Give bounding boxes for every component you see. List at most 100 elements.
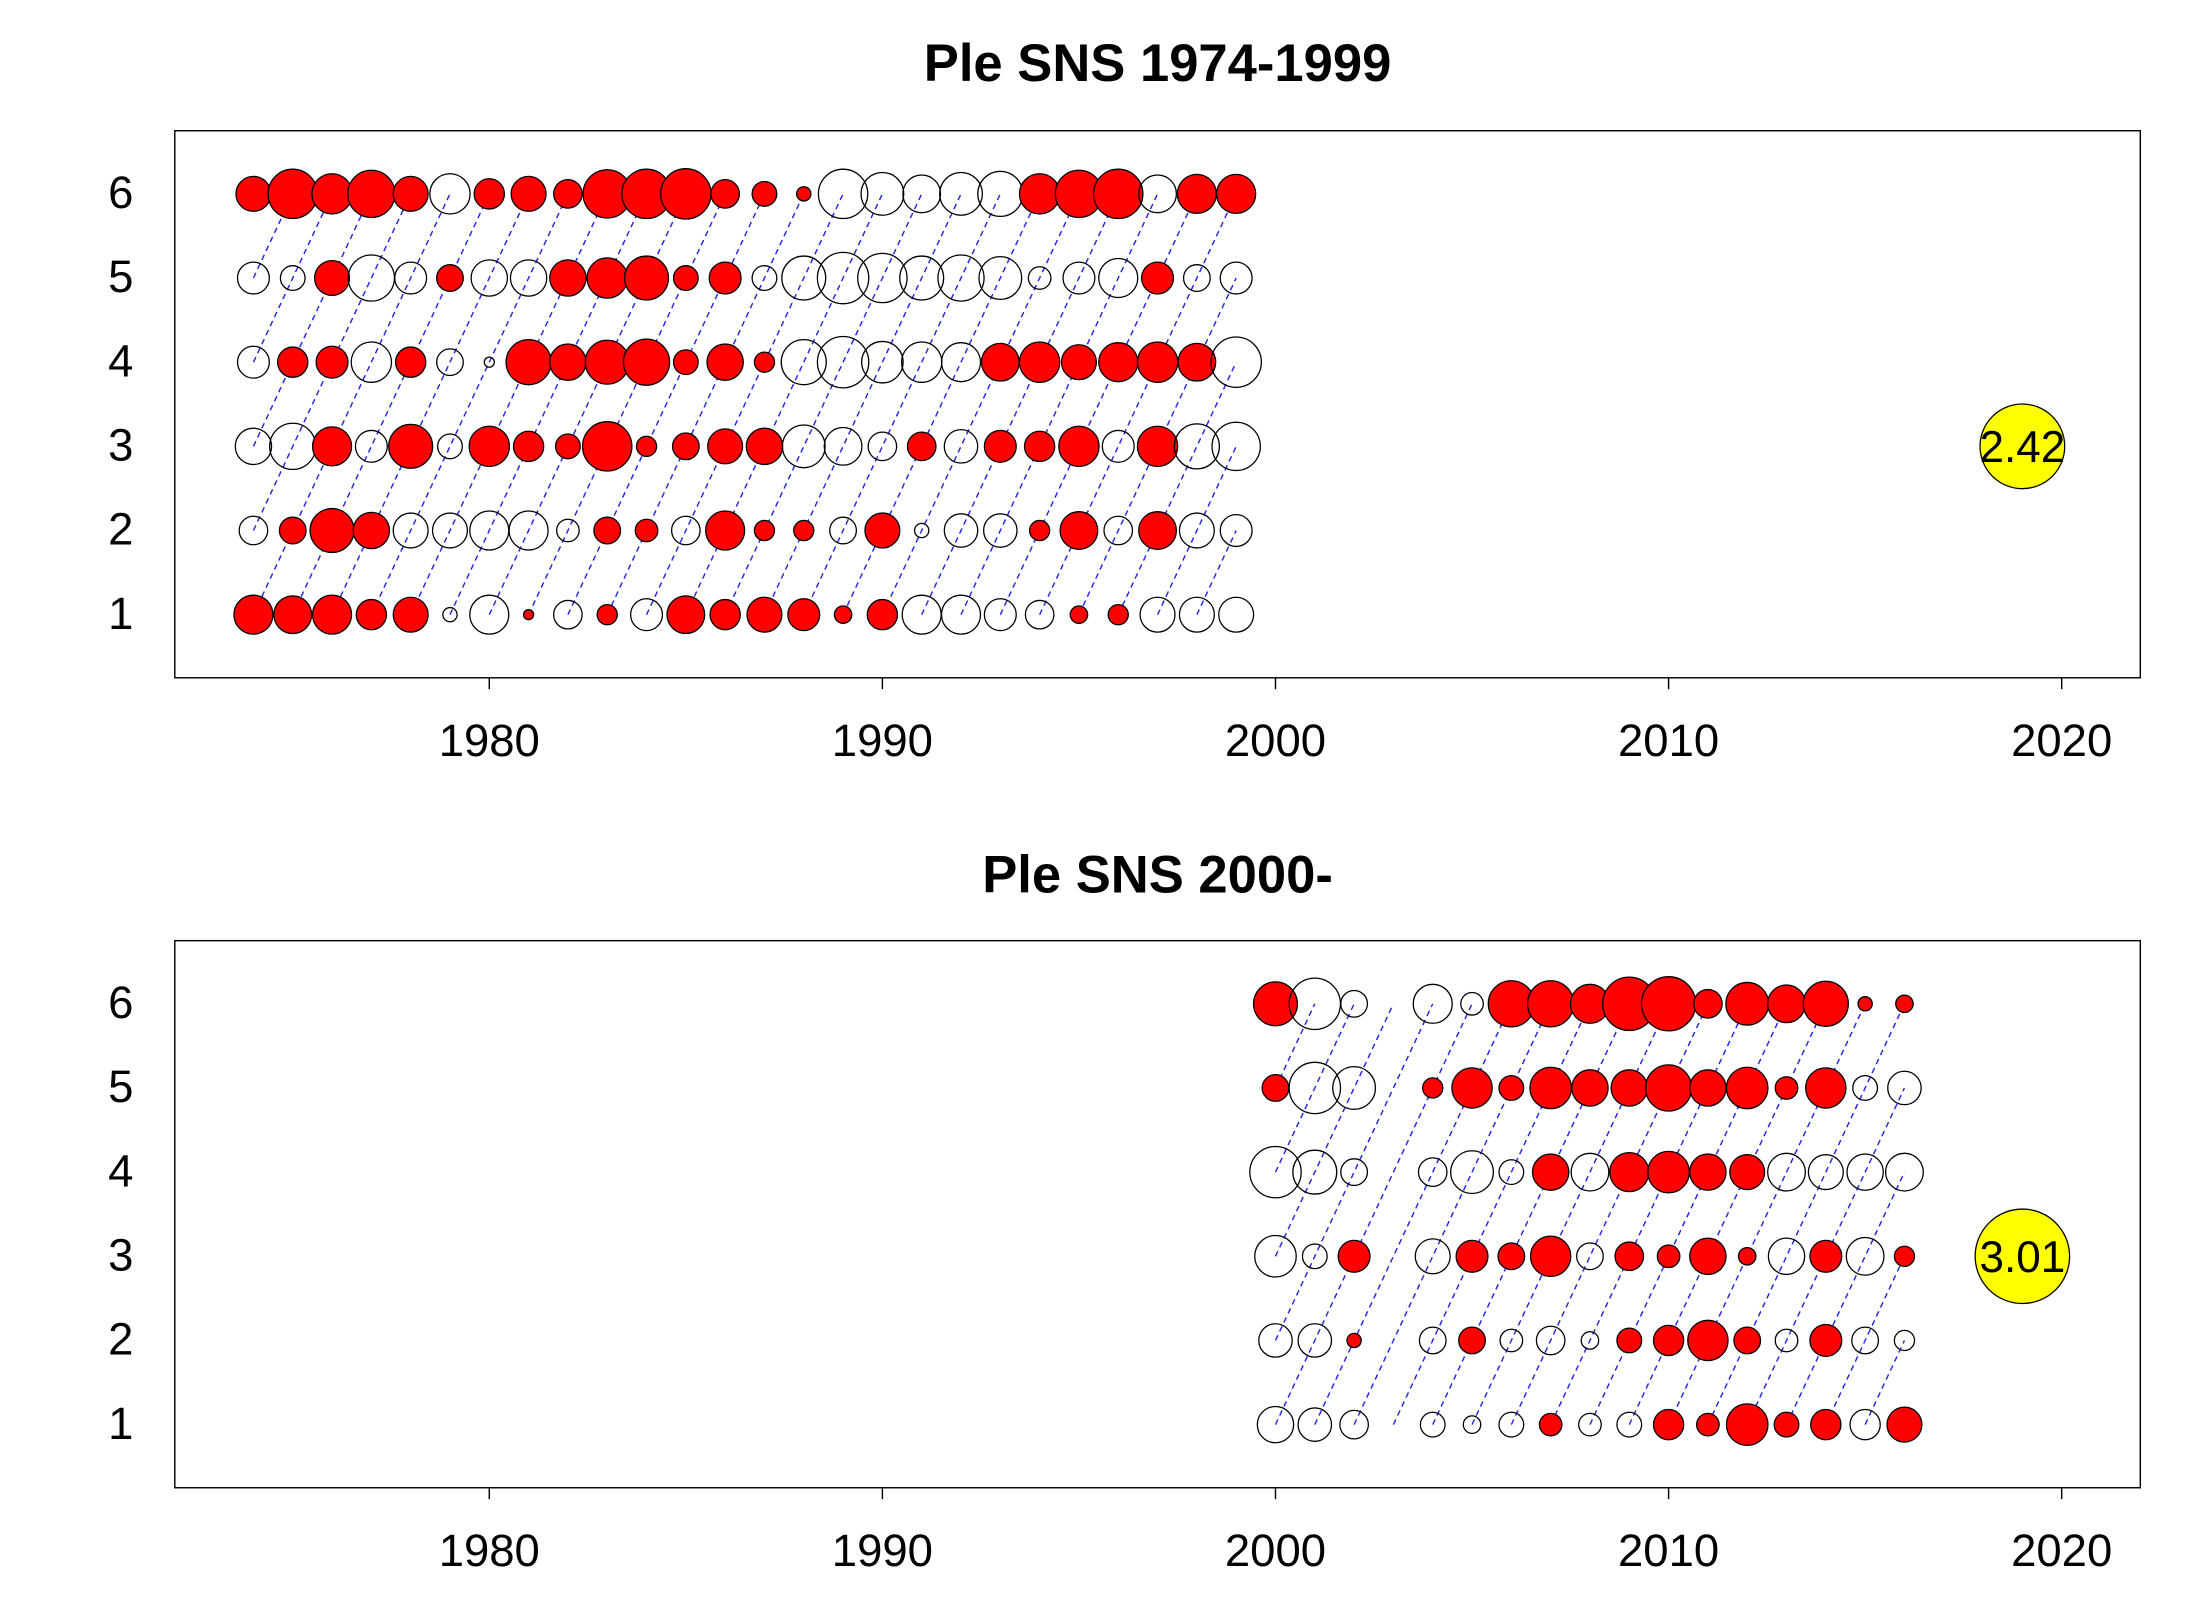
bubble-positive bbox=[483, 356, 495, 368]
cohort-line bbox=[881, 193, 1080, 615]
bubble-positive bbox=[860, 171, 905, 216]
bubble-positive bbox=[1297, 1407, 1333, 1442]
bubble-positive bbox=[1098, 257, 1139, 299]
bubble-negative bbox=[1141, 261, 1175, 295]
cohort-line bbox=[1196, 530, 1237, 615]
bubble-negative bbox=[833, 605, 853, 625]
bubble-negative bbox=[549, 259, 587, 297]
bubble-positive bbox=[1139, 596, 1176, 633]
bubbles bbox=[233, 168, 1262, 635]
x-tick-label: 1980 bbox=[439, 1525, 540, 1576]
bubble-negative bbox=[745, 427, 784, 466]
bubble-negative bbox=[313, 259, 351, 297]
bubble-negative bbox=[1018, 341, 1061, 383]
bubble-positive bbox=[394, 261, 428, 295]
y-tick-label: 2 bbox=[108, 504, 133, 555]
bubble-positive bbox=[1211, 421, 1261, 472]
cohort-line bbox=[1746, 1087, 1906, 1425]
bubble-negative bbox=[1526, 980, 1575, 1028]
bubble-positive bbox=[1027, 266, 1052, 290]
bubbles bbox=[1249, 976, 1924, 1447]
bubble-positive bbox=[781, 255, 827, 301]
bubble-negative bbox=[581, 421, 633, 472]
bubble-negative bbox=[671, 432, 700, 461]
bubble-positive bbox=[983, 598, 1017, 632]
bubble-positive bbox=[1173, 423, 1221, 470]
bubble-positive bbox=[1418, 1326, 1447, 1355]
bubble-negative bbox=[1893, 1245, 1916, 1267]
y-tick-label: 4 bbox=[108, 335, 133, 386]
bubble-positive bbox=[940, 342, 982, 383]
bubble-positive bbox=[1767, 1237, 1806, 1276]
bubble-negative bbox=[352, 511, 391, 550]
bubble-negative bbox=[1455, 1239, 1489, 1273]
bubble-negative bbox=[549, 343, 587, 381]
cohort-line bbox=[410, 193, 608, 615]
cohort-line bbox=[1471, 1003, 1670, 1425]
bubble-positive bbox=[1460, 991, 1484, 1016]
cohort-line bbox=[1432, 1003, 1630, 1425]
bubble-positive bbox=[982, 513, 1018, 548]
bubble-negative bbox=[622, 338, 671, 386]
x-tick-label: 2010 bbox=[1618, 715, 1719, 766]
y-tick-label: 3 bbox=[108, 1230, 133, 1281]
bubble-negative bbox=[666, 595, 706, 635]
bubble-negative bbox=[1092, 168, 1144, 220]
cohort-line bbox=[1667, 1003, 1866, 1425]
bubble-positive bbox=[470, 259, 509, 297]
bubble-negative bbox=[1810, 1408, 1842, 1441]
bubble-negative bbox=[1610, 1069, 1649, 1107]
bubble-positive bbox=[1340, 1158, 1369, 1187]
bubble-positive bbox=[1138, 174, 1178, 214]
bubble-negative bbox=[1616, 1327, 1643, 1354]
y-tick-label: 1 bbox=[108, 1398, 133, 1449]
cohort-line bbox=[763, 193, 962, 615]
bubble-positive bbox=[553, 599, 583, 630]
bubble-positive bbox=[236, 345, 270, 379]
x-tick-label: 2020 bbox=[2011, 1525, 2112, 1576]
cohort-line bbox=[1117, 361, 1237, 615]
bubble-positive bbox=[1851, 1326, 1880, 1355]
y-tick-label: 5 bbox=[108, 1061, 133, 1112]
bubble-positive bbox=[392, 512, 429, 549]
bubble-negative bbox=[1098, 342, 1139, 383]
reference-bubble-label: 3.01 bbox=[1980, 1233, 2066, 1282]
bubble-negative bbox=[1136, 341, 1179, 383]
bubble-negative bbox=[392, 596, 429, 633]
bubble-positive bbox=[1210, 336, 1262, 388]
bubble-negative bbox=[311, 594, 353, 635]
cohort-line bbox=[1274, 1003, 1355, 1173]
bubble-negative bbox=[1529, 1235, 1572, 1278]
bubble-positive bbox=[1219, 513, 1253, 548]
bubble-negative bbox=[708, 261, 742, 295]
bubble-negative bbox=[1725, 1403, 1769, 1447]
bubble-negative bbox=[505, 339, 552, 386]
cohort-line bbox=[292, 193, 490, 615]
bubble-negative bbox=[983, 429, 1017, 463]
bubble-negative bbox=[705, 510, 746, 551]
bubble-positive bbox=[236, 261, 270, 295]
bubble-negative bbox=[1693, 988, 1723, 1019]
bubble-positive bbox=[816, 335, 870, 389]
bubble-positive bbox=[238, 515, 269, 546]
bubble-positive bbox=[1576, 1242, 1604, 1271]
cohort-line bbox=[527, 193, 726, 615]
bubble-negative bbox=[1774, 1076, 1799, 1100]
cohort-line bbox=[1274, 1003, 1316, 1089]
cohort-line bbox=[1314, 1003, 1512, 1425]
bubble-positive bbox=[1101, 429, 1135, 463]
cohort-line bbox=[1510, 1003, 1709, 1425]
bubble-negative bbox=[267, 168, 319, 220]
bubble-negative bbox=[787, 598, 821, 632]
bubble-positive bbox=[913, 522, 930, 539]
bubble-positive bbox=[823, 426, 863, 466]
bubble-negative bbox=[1652, 1408, 1685, 1441]
bubble-negative bbox=[596, 603, 618, 626]
bubble-negative bbox=[1018, 173, 1061, 215]
bubble-negative bbox=[586, 257, 628, 299]
y-tick-label: 1 bbox=[108, 588, 133, 639]
cohort-line bbox=[1825, 1255, 1906, 1425]
y-tick-label: 2 bbox=[108, 1314, 133, 1365]
cohort-line bbox=[252, 193, 333, 363]
bubble-positive bbox=[901, 594, 942, 635]
